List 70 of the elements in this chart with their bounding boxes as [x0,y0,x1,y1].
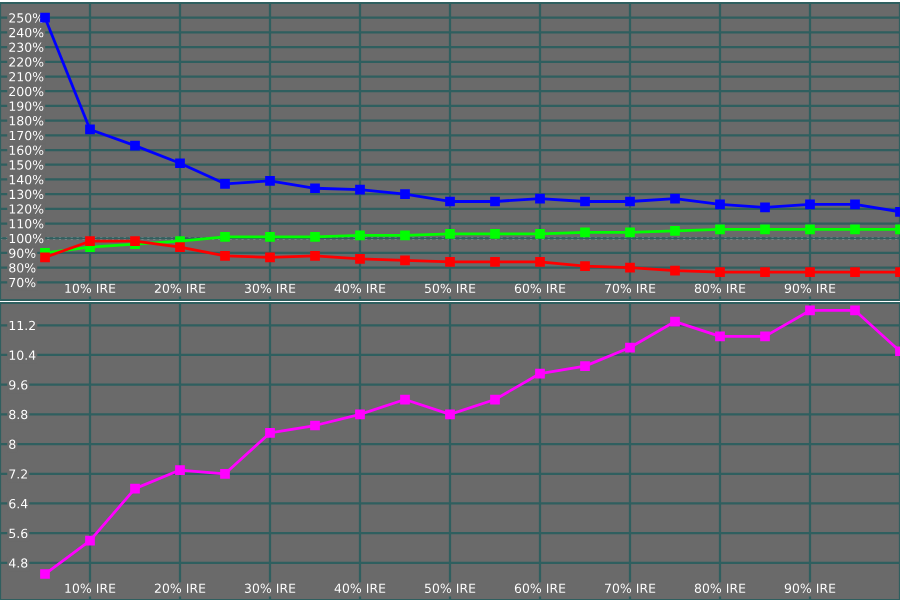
point [760,267,770,277]
point [670,226,680,236]
point [760,224,770,235]
point [580,196,590,207]
point [310,420,320,431]
point [310,251,320,261]
point [445,196,455,207]
point [265,252,275,263]
point [310,231,320,242]
point [715,331,725,342]
point [130,140,140,151]
point [220,251,230,261]
point [670,265,680,276]
point [355,409,365,420]
point [265,231,275,242]
point [220,178,230,189]
point [535,368,545,379]
point [625,342,635,353]
point [445,256,455,267]
point [310,183,320,194]
point [805,224,815,235]
point [445,228,455,239]
point [580,361,590,371]
point [850,305,860,316]
point [175,242,185,252]
point [175,158,185,169]
point [490,228,500,239]
point [265,176,275,186]
point [805,199,815,210]
point [625,262,635,273]
point [535,256,545,267]
point [130,483,140,494]
point [535,193,545,204]
point [40,569,50,579]
point [85,535,95,546]
point [355,184,365,195]
point [670,193,680,204]
point [40,252,50,263]
point [400,394,410,405]
point [715,267,725,277]
point [850,199,860,210]
point [535,228,545,239]
point [220,468,230,479]
point [490,196,500,207]
point [580,261,590,272]
point [850,224,860,235]
point [445,409,455,420]
point [760,331,770,342]
point [85,124,95,135]
point [670,316,680,327]
point [805,305,815,316]
point [805,267,815,277]
point [355,230,365,241]
point [625,227,635,238]
point [175,465,185,475]
point [265,428,275,438]
point [850,267,860,277]
point [760,202,770,213]
point [400,189,410,199]
point [625,196,635,207]
point [400,255,410,266]
point [400,230,410,241]
point [580,227,590,238]
point [85,236,95,247]
point [220,231,230,242]
point [715,224,725,235]
point [355,253,365,264]
point [490,256,500,267]
point [715,199,725,210]
point [490,394,500,405]
